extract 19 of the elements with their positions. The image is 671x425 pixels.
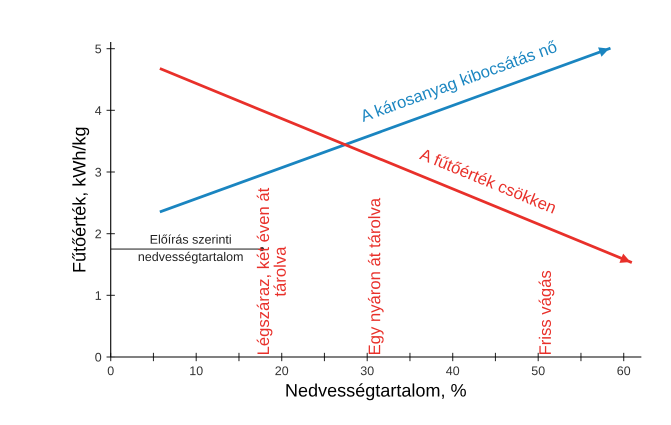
y-tick-label: 1 (96, 291, 102, 300)
y-tick-label: 2 (95, 229, 102, 238)
y-tick-label: 5 (95, 44, 102, 54)
annotation: Friss vágás (538, 270, 554, 354)
y-axis-title: Fűtőérték, kWh/kg (72, 128, 90, 272)
x-axis-title: Nedvességtartalom, % (286, 383, 466, 400)
x-tick-label: 40 (446, 366, 460, 376)
x-tick-label: 20 (275, 366, 288, 376)
y-tick-label: 0 (95, 352, 102, 362)
x-tick-label: 50 (532, 366, 545, 376)
annotation: Légszáraz, két éven át tárolva (256, 188, 286, 354)
x-tick-label: 60 (617, 366, 630, 376)
annotation: Előírás szerinti nedvességtartalom (138, 234, 243, 264)
x-tick-label: 10 (190, 366, 203, 376)
x-tick-label: 30 (360, 366, 374, 376)
x-tick-label: 0 (108, 366, 114, 376)
annotation: Egy nyáron át tárolva (368, 198, 384, 354)
y-tick-label: 3 (95, 168, 102, 177)
y-tick-label: 4 (95, 106, 102, 115)
